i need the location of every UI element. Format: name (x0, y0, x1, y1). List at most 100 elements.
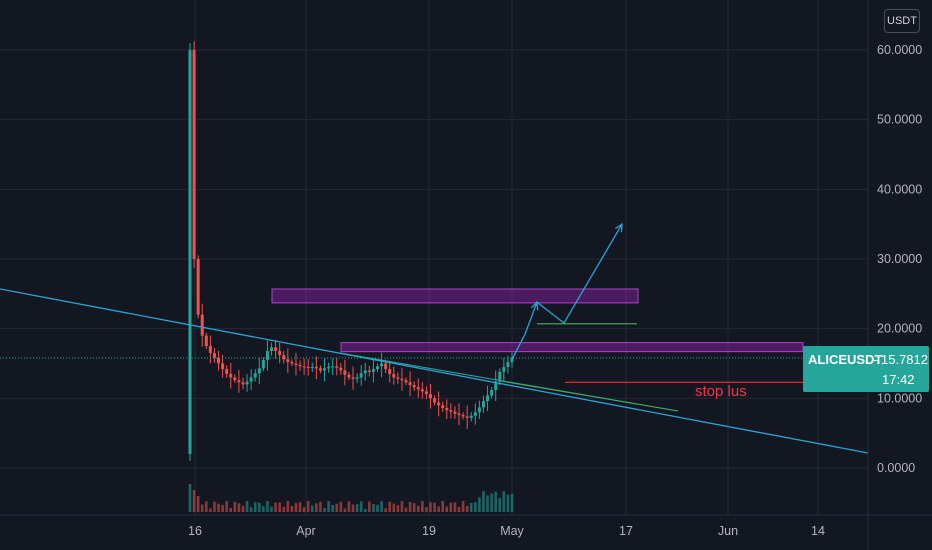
candle-body (506, 362, 510, 367)
candle-body (270, 347, 274, 351)
candle-body (229, 373, 233, 378)
candle-body (367, 370, 371, 372)
volume-bar (412, 503, 416, 512)
volume-bar (229, 507, 233, 512)
volume-bar (237, 503, 241, 512)
last-price-label: ALICEUSDT – 15.7812 17:42 (803, 346, 929, 392)
volume-bar (474, 502, 477, 512)
candle-body (384, 363, 388, 370)
volume-bar (209, 508, 212, 512)
volume-bar (429, 502, 432, 512)
volume-bar (315, 503, 318, 512)
volume-bar (188, 484, 192, 512)
volume-bar (282, 506, 286, 512)
candle-body (290, 362, 294, 364)
volume-bar (355, 504, 359, 512)
candle-body (212, 353, 216, 358)
volume-bar (192, 490, 196, 512)
candle-body (404, 380, 408, 383)
volume-bar (490, 493, 493, 512)
volume-bar (200, 504, 204, 512)
candle-body (192, 50, 196, 259)
candle-body (245, 381, 249, 385)
volume-bar (253, 502, 257, 512)
volume-bar (347, 501, 351, 512)
time-tick-label: 19 (422, 524, 436, 538)
volume-bar (416, 505, 420, 512)
volume-bar (290, 506, 294, 512)
volume-bar (421, 501, 424, 512)
trendline-parallel (499, 380, 679, 412)
candle-body (200, 314, 204, 336)
time-axis[interactable]: 16 Apr 19 May 17 Jun 14 (188, 524, 825, 538)
volume-bar (486, 495, 489, 512)
volume-bar (274, 502, 277, 512)
candle-body (314, 366, 318, 369)
candle-body (400, 378, 404, 381)
descending-trendline (0, 288, 869, 454)
price-tick-label: 0.0000 (877, 461, 915, 475)
candle-body (343, 370, 347, 375)
candle-body (294, 363, 298, 365)
candle-body (477, 407, 481, 413)
candle-body (286, 359, 290, 363)
volume-bar (245, 501, 249, 512)
candle-body (282, 355, 286, 360)
symbol-label: ALICEUSDT (808, 352, 882, 367)
candle-body (473, 412, 477, 416)
candle-body (408, 382, 412, 386)
volume-bar (453, 502, 457, 512)
volume-bar (221, 505, 224, 512)
candle-body (331, 366, 335, 368)
candle-body (392, 373, 396, 378)
volume-bar (408, 501, 412, 512)
candle-body (375, 366, 379, 370)
stop-loss-label: stop lus (695, 383, 747, 400)
currency-button[interactable]: USDT (884, 9, 920, 33)
time-tick-label: May (500, 524, 524, 538)
volume-bar (376, 504, 379, 512)
candle-body (310, 366, 314, 368)
candle-body (510, 357, 514, 363)
volume-bar (400, 501, 404, 512)
candle-body (261, 360, 265, 369)
candle-body (416, 387, 420, 390)
volume-bar (384, 508, 387, 512)
volume-bar (396, 505, 400, 512)
price-tick-label: 50.0000 (877, 113, 922, 127)
candle-body (449, 410, 453, 412)
volume-bar (249, 507, 253, 512)
volume-bar (441, 501, 445, 512)
candle-body (355, 377, 359, 379)
price-separator: – (872, 352, 880, 367)
price-axis[interactable]: 60.0000 50.0000 40.0000 30.0000 20.0000 10.00… (877, 43, 922, 475)
volume-bar (380, 501, 383, 512)
candle-body (481, 401, 485, 408)
candle-body (323, 368, 327, 371)
volume-bar (278, 502, 281, 512)
candle-body (302, 366, 306, 368)
volume-bar (262, 506, 265, 512)
chart-grid (0, 0, 868, 515)
price-tick-label: 30.0000 (877, 252, 922, 266)
candle-body (433, 398, 437, 403)
bar-countdown: 17:42 (882, 372, 915, 387)
candle-body (371, 369, 375, 372)
price-tick-label: 10.0000 (877, 391, 922, 405)
volume-bar (368, 501, 371, 512)
resistance-zone-upper (271, 288, 639, 304)
candle-body (502, 366, 506, 372)
volume-bar (498, 498, 502, 512)
volume-bar (270, 506, 273, 512)
candle-body (380, 363, 384, 367)
volume-bars (188, 484, 514, 512)
volume-bar (502, 491, 506, 512)
candle-body (424, 391, 428, 395)
volume-bar (339, 501, 343, 512)
candle-body (217, 357, 221, 364)
volume-bar (343, 508, 347, 512)
time-tick-label: 16 (188, 524, 202, 538)
time-tick-label: Apr (296, 524, 315, 538)
candle-body (274, 347, 278, 351)
